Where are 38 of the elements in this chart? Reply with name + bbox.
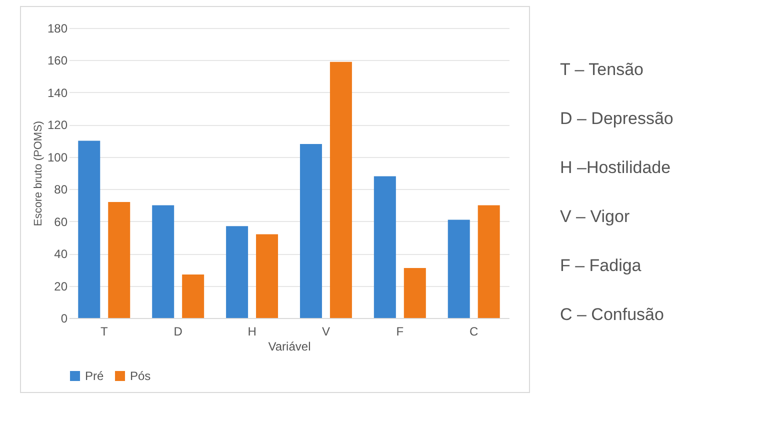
bar <box>182 274 204 318</box>
y-tick-label: 100 <box>47 150 68 164</box>
bar <box>78 140 100 318</box>
bar <box>330 62 352 318</box>
text: V – Vigor <box>560 207 631 228</box>
x-tick-label: V <box>322 324 330 338</box>
y-tick-label: 180 <box>47 22 68 36</box>
x-tick-label: H <box>248 324 256 338</box>
bar <box>374 176 396 318</box>
x-tick-label: D <box>174 324 183 338</box>
bar <box>256 234 278 318</box>
bar <box>226 226 248 318</box>
y-tick-label: 20 <box>54 279 68 294</box>
bar <box>300 144 322 318</box>
bar <box>404 268 426 318</box>
bar <box>478 205 500 318</box>
bar <box>448 220 470 318</box>
x-tick-label: T <box>100 324 108 338</box>
text: F – Fadiga <box>560 256 642 277</box>
legend-label: Pós <box>130 369 151 383</box>
y-tick-label: 80 <box>54 182 68 197</box>
y-tick-label: 120 <box>47 118 68 132</box>
bar <box>152 205 174 318</box>
x-axis-title: Variável <box>268 340 311 354</box>
y-tick-label: 0 <box>60 312 68 326</box>
text: C – Confusão <box>560 305 665 326</box>
x-tick-label: F <box>396 324 404 338</box>
text: D – Depressão <box>560 109 674 130</box>
x-tick-label: C <box>470 324 479 338</box>
text: H –Hostilidade <box>560 158 672 179</box>
text: T – Tensão <box>560 60 644 81</box>
legend-label: Pré <box>85 369 104 383</box>
y-tick-label: 160 <box>47 54 68 68</box>
y-tick-label: 60 <box>54 214 68 229</box>
bar <box>108 202 130 318</box>
y-axis-title: Escore bruto (POMS) <box>32 120 44 226</box>
y-tick-label: 140 <box>47 86 68 100</box>
y-tick-label: 40 <box>54 247 68 262</box>
